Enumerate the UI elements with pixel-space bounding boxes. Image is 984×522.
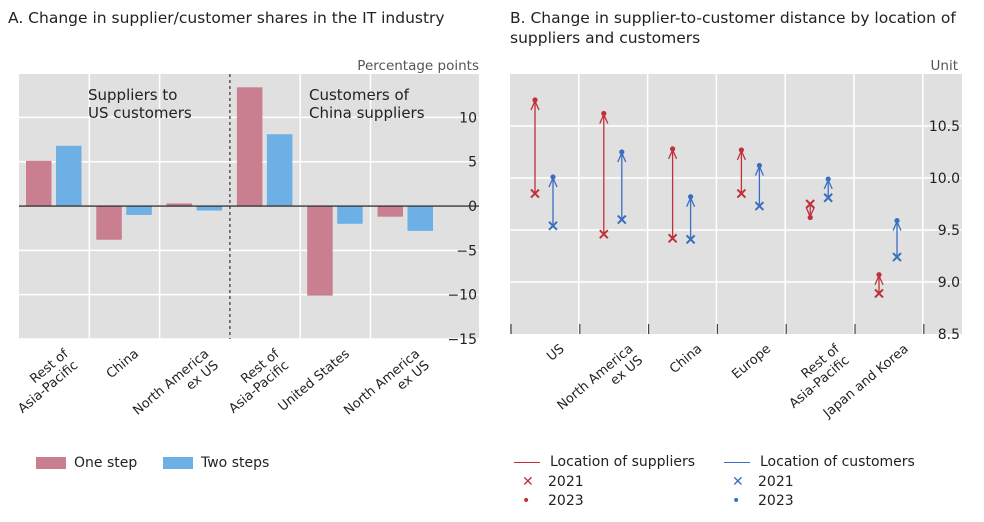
swatch-one-step xyxy=(36,457,66,469)
legend-sup-2023: • 2023 xyxy=(522,493,584,509)
y-axis-unit: Unit xyxy=(931,58,958,74)
bar-two-steps xyxy=(266,134,293,207)
marker-2021 xyxy=(754,201,765,211)
marker-2023 xyxy=(550,174,556,180)
legend-label: 2021 xyxy=(758,474,794,490)
marker-2021 xyxy=(667,233,678,244)
marker-2021 xyxy=(548,221,558,231)
marker-2021 xyxy=(599,229,609,239)
marker-2023 xyxy=(876,272,882,278)
bar-one-step xyxy=(377,206,403,217)
y-tick-label: −15 xyxy=(447,332,477,348)
panel-a-title: A. Change in supplier/customer shares in… xyxy=(8,9,445,27)
legend-label: One step xyxy=(74,455,138,471)
marker-2021 xyxy=(685,234,696,245)
bar-two-steps xyxy=(407,206,433,231)
legend-label: 2023 xyxy=(758,493,794,509)
bar-one-step xyxy=(166,203,193,207)
marker-2023 xyxy=(738,147,745,153)
marker-2023 xyxy=(619,149,625,155)
marker-2021 xyxy=(736,188,747,199)
dot-marker-icon: • xyxy=(522,493,531,509)
x-tick-label: North Americaex US xyxy=(130,347,221,430)
x-tick-label: Rest ofAsia-Pacific xyxy=(6,346,82,416)
group-label: Customers of China suppliers xyxy=(309,86,425,122)
legend-label: Location of customers xyxy=(760,454,915,470)
legend-suppliers-line: Location of suppliers xyxy=(514,454,695,470)
x-tick-label: China xyxy=(104,347,142,382)
y-tick-label: −5 xyxy=(456,243,477,259)
legend-two-steps: Two steps xyxy=(163,455,269,471)
marker-2023 xyxy=(756,162,763,169)
legend-cust-2023: • 2023 xyxy=(732,493,794,509)
x-tick-label: Europe xyxy=(729,342,774,383)
y-tick-label: 8.5 xyxy=(938,327,960,343)
bar-one-step xyxy=(307,206,333,296)
marker-2023 xyxy=(532,97,538,103)
bar-one-step xyxy=(236,87,263,207)
marker-2023 xyxy=(670,146,676,152)
legend-label: Two steps xyxy=(201,455,270,471)
x-tick-label: United States xyxy=(276,346,353,414)
bar-two-steps xyxy=(56,145,82,207)
x-marker-icon: ✕ xyxy=(732,474,744,490)
dot-marker-icon: • xyxy=(732,493,741,509)
bar-one-step xyxy=(96,206,122,240)
marker-2023 xyxy=(807,214,813,221)
x-tick-label: North Americaex US xyxy=(341,347,432,430)
group-label: Suppliers to US customers xyxy=(88,86,192,122)
x-tick-label: US xyxy=(544,342,567,365)
y-tick-label: 9.5 xyxy=(938,223,960,239)
bar-two-steps xyxy=(337,206,363,224)
y-axis-unit: Percentage points xyxy=(357,58,479,74)
bar-one-step xyxy=(26,160,52,207)
legend-label: 2021 xyxy=(548,474,584,490)
x-tick-label: North Americaex US xyxy=(555,342,646,425)
marker-2023 xyxy=(894,218,900,224)
swatch-two-steps xyxy=(163,457,193,469)
x-marker-icon: ✕ xyxy=(522,474,534,490)
legend-label: Location of suppliers xyxy=(550,454,695,470)
panel-b-title: B. Change in supplier-to-customer distan… xyxy=(510,9,956,47)
legend-customers-line: Location of customers xyxy=(724,454,915,470)
marker-2021 xyxy=(892,252,902,262)
marker-2021 xyxy=(805,199,815,209)
y-tick-label: 0 xyxy=(468,199,477,215)
y-tick-label: 10.0 xyxy=(929,171,960,187)
marker-2023 xyxy=(825,176,831,182)
y-tick-label: −10 xyxy=(447,288,477,304)
legend-label: 2023 xyxy=(548,493,584,509)
y-tick-label: 10 xyxy=(459,110,477,126)
marker-2023 xyxy=(688,194,694,200)
marker-2021 xyxy=(823,193,833,203)
legend-sup-2021: ✕ 2021 xyxy=(522,474,584,490)
marker-2021 xyxy=(874,288,884,299)
plot-area-b xyxy=(510,74,962,334)
y-tick-label: 5 xyxy=(468,155,477,171)
marker-2023 xyxy=(601,110,607,117)
legend-one-step: One step xyxy=(36,455,137,471)
bar-two-steps xyxy=(196,206,223,211)
x-tick-label: China xyxy=(667,342,705,377)
y-tick-label: 10.5 xyxy=(929,119,960,135)
y-tick-label: 9.0 xyxy=(938,275,960,291)
marker-2021 xyxy=(617,214,627,225)
bar-two-steps xyxy=(126,206,152,215)
marker-2021 xyxy=(530,188,540,199)
legend-cust-2021: ✕ 2021 xyxy=(732,474,794,490)
